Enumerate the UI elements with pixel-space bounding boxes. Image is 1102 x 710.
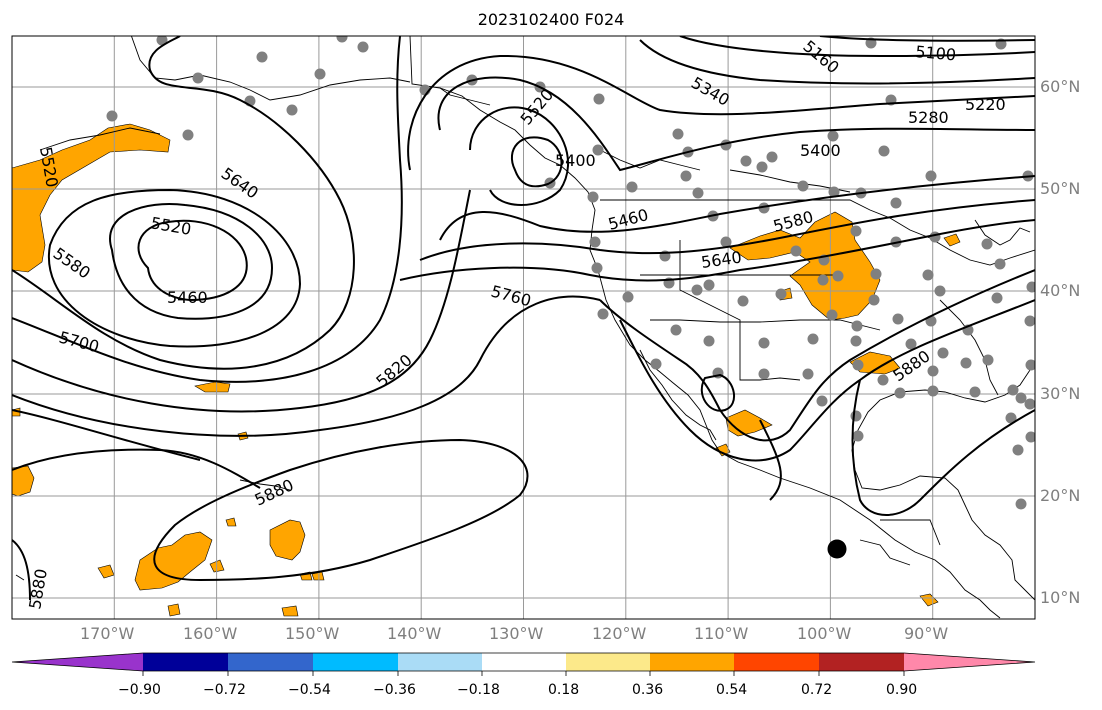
lon-label: 140°W (387, 624, 442, 643)
colorbar-tick-label: −0.90 (118, 682, 161, 698)
colorbar-segment (566, 653, 650, 671)
lat-label: 40°N (1040, 281, 1081, 300)
colorbar-tick-label: 0.36 (632, 682, 664, 698)
colorbar-segment (734, 653, 819, 671)
contour-label: 5460 (167, 288, 208, 307)
lon-label: 120°W (592, 624, 647, 643)
lat-label: 60°N (1040, 77, 1081, 96)
colorbar-segment (313, 653, 398, 671)
colorbar-tick-label: −0.72 (203, 682, 246, 698)
contour-label: 5280 (908, 108, 949, 127)
colorbar-segment (819, 653, 904, 671)
lon-label: 100°W (797, 624, 852, 643)
colorbar-tick-label: 0.54 (716, 682, 748, 698)
lon-label: 90°W (904, 624, 949, 643)
colorbar-segment (398, 653, 482, 671)
coastlines (15, 36, 1035, 619)
lat-label: 20°N (1040, 486, 1081, 505)
lat-label: 30°N (1040, 384, 1081, 403)
colorbar (11, 652, 1036, 676)
contour-label: 5100 (915, 42, 957, 64)
colorbar-extend-low (12, 653, 143, 671)
contour-label: 5400 (800, 141, 841, 160)
height-contours (12, 36, 1035, 601)
lon-label: 130°W (489, 624, 544, 643)
storm-marker (827, 539, 847, 559)
contour-label: 5400 (555, 151, 596, 170)
colorbar-tick-label: 0.18 (548, 682, 580, 698)
colorbar-segment (482, 653, 566, 671)
colorbar-segment (228, 653, 313, 671)
colorbar-tick-label: −0.18 (457, 682, 500, 698)
lon-label: 170°W (80, 624, 135, 643)
map-title: 2023102400 F024 (477, 10, 625, 29)
colorbar-segment (143, 653, 228, 671)
colorbar-tick-label: 0.72 (801, 682, 833, 698)
lon-label: 160°W (183, 624, 238, 643)
colorbar-tick-label: −0.54 (288, 682, 331, 698)
station-markers (106, 36, 1035, 510)
map-panel: 5520 5640 5520 5580 5460 5700 5520 5400 … (12, 36, 1035, 619)
colorbar-tick-label: −0.36 (373, 682, 416, 698)
gridlines (12, 36, 1035, 619)
lon-label: 150°W (285, 624, 340, 643)
lon-label: 110°W (694, 624, 749, 643)
lat-label: 10°N (1040, 588, 1081, 607)
colorbar-segment (650, 653, 734, 671)
colorbar-tick-label: 0.90 (886, 682, 918, 698)
lat-label: 50°N (1040, 179, 1081, 198)
map-frame (11, 35, 1036, 620)
colorbar-extend-high (904, 653, 1035, 671)
contour-label: 5220 (965, 95, 1006, 114)
